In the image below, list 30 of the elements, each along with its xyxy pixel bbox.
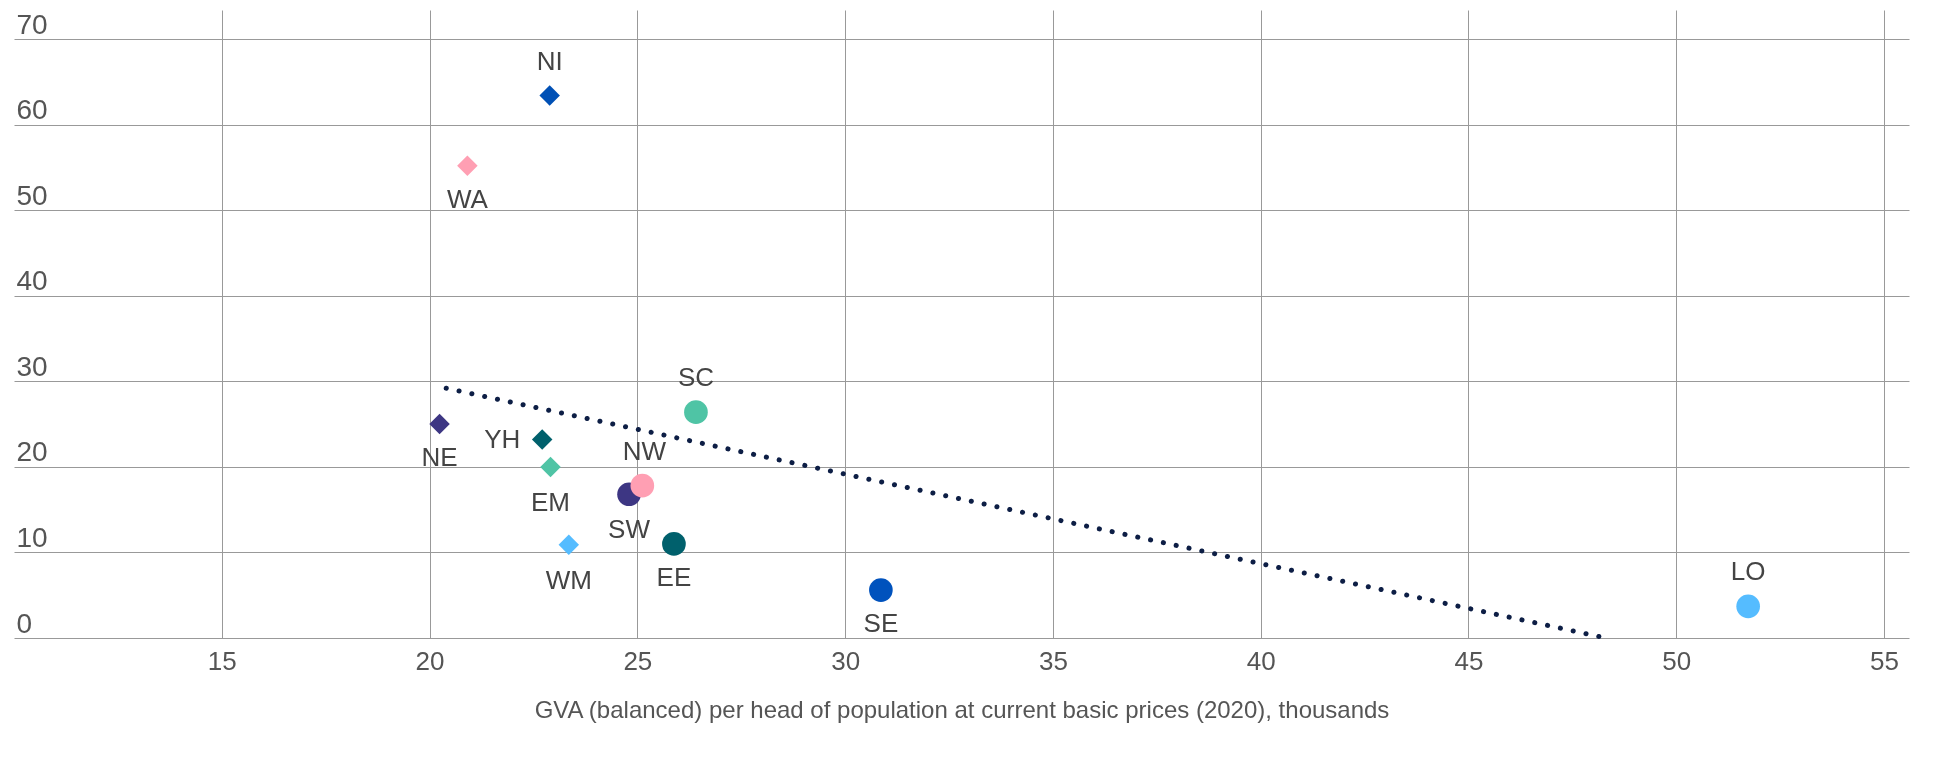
annotation: YH [484,423,521,454]
x-axis-title: GVA (balanced) per head of population at current basic prices (2020), thousands [534,695,1390,723]
y-tick-label: 40 [16,265,48,297]
annotation: WA [446,183,489,214]
x-tick-label: 30 [831,645,861,676]
x-tick-label: 35 [1038,645,1068,676]
y-tick-label: 50 [16,179,48,211]
x-tick-label: 40 [1246,645,1276,676]
x-tick-label: 15 [207,645,237,676]
x-tick-label: 25 [623,645,653,676]
annotation: LO [1730,556,1766,587]
annotation: SE [863,608,899,639]
annotation: NE [421,442,458,473]
y-tick-label: 20 [16,436,48,468]
annotation: EM [531,486,570,517]
annotation: NW [622,435,667,466]
x-tick-label: 55 [1870,645,1900,676]
y-tick-label: 30 [16,350,48,382]
x-tick-label: 20 [415,645,445,676]
y-tick-label: 70 [16,8,48,40]
annotation: SC [677,362,715,393]
annotation: SW [608,514,651,545]
annotation: WM [545,564,592,595]
y-tick-label: 60 [16,94,48,126]
x-tick-label: 50 [1662,645,1692,676]
y-tick-label: 10 [16,521,48,553]
x-tick-label: 45 [1454,645,1484,676]
annotation: NI [536,45,563,76]
y-tick-label: 0 [16,607,33,639]
annotation: EE [656,561,692,592]
